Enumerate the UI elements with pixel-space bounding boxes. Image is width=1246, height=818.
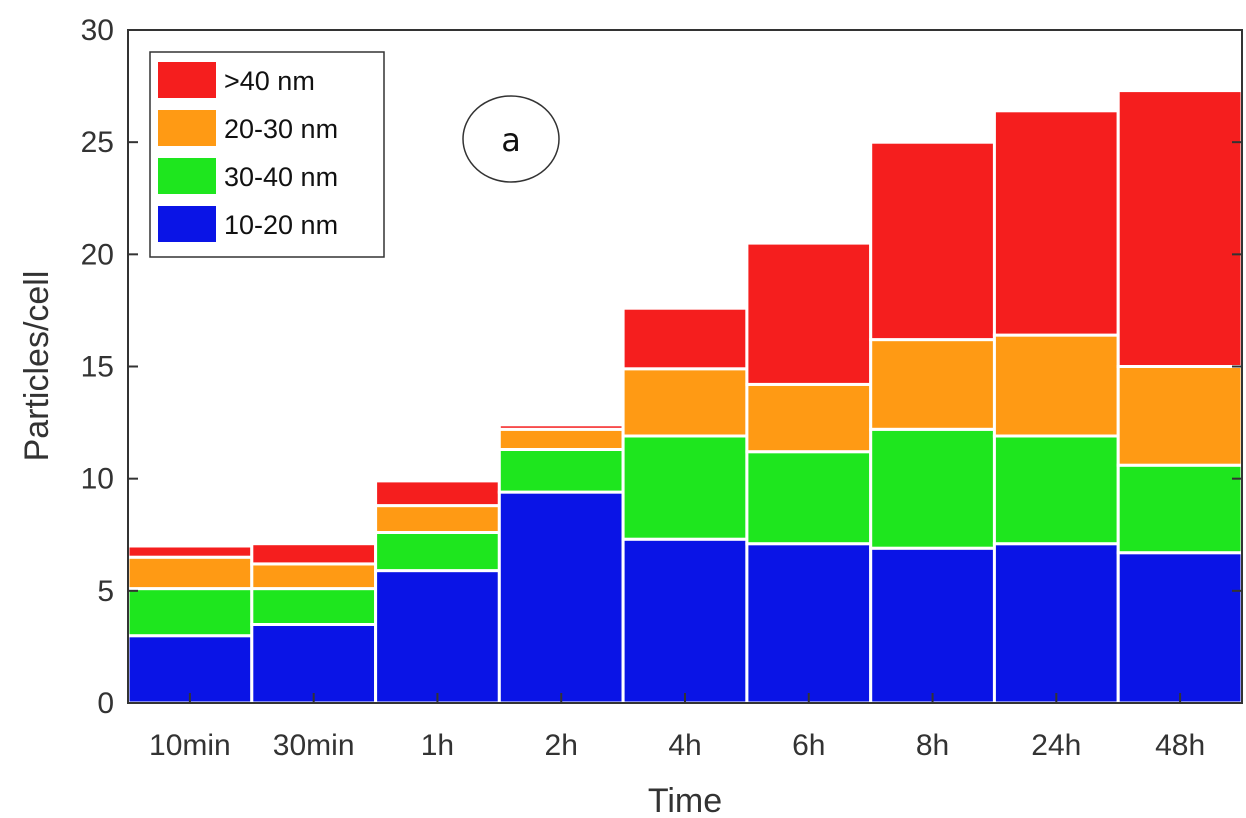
legend-swatch: [158, 206, 216, 242]
legend: >40 nm 20-30 nm 30-40 nm 10-20 nm: [149, 51, 385, 258]
y-tick-label: 20: [81, 238, 114, 271]
bars-layer: [126, 89, 1244, 705]
x-tick-label: 6h: [792, 729, 825, 762]
bar-segment-8h-3040nm: [869, 427, 997, 550]
y-axis: 0 5 10 15 20 25 30: [81, 14, 1242, 720]
bar-segment-48h-1020nm: [1116, 551, 1244, 705]
bar-segment-30min-40nm: [250, 542, 378, 566]
bar-segment-48h-40nm: [1116, 89, 1244, 368]
y-tick-label: 25: [81, 126, 114, 159]
annotation-circle: [462, 95, 560, 183]
y-tick-label: 15: [81, 351, 114, 384]
x-tick-label: 10min: [149, 729, 231, 762]
bar-segment-2h-3040nm: [497, 448, 625, 494]
bar-segment-24h-3040nm: [992, 434, 1120, 546]
bar-segment-30min-3040nm: [250, 587, 378, 626]
bar-segment-4h-40nm: [621, 306, 749, 371]
bar-segment-2h-2030nm: [497, 427, 625, 451]
legend-label: 30-40 nm: [224, 162, 338, 192]
x-axis: 10min 30min 1h 2h 4h 6h 8h 24h 48h: [149, 693, 1205, 762]
bar-segment-8h-2030nm: [869, 338, 997, 431]
legend-swatch: [158, 110, 216, 146]
bar-segment-30min-2030nm: [250, 562, 378, 591]
bar-segment-6h-2030nm: [745, 382, 873, 454]
x-tick-label: 1h: [421, 729, 454, 762]
bar-segment-6h-1020nm: [745, 542, 873, 705]
bar-segment-24h-2030nm: [992, 333, 1120, 438]
bar-segment-2h-1020nm: [497, 490, 625, 705]
bar-segment-4h-1020nm: [621, 537, 749, 705]
y-tick-label: 5: [97, 575, 114, 608]
bar-segment-30min-1020nm: [250, 623, 378, 705]
x-tick-label: 8h: [916, 729, 949, 762]
bar-segment-48h-2030nm: [1116, 365, 1244, 467]
bar-segment-6h-3040nm: [745, 450, 873, 546]
bar-segment-6h-40nm: [745, 241, 873, 386]
bar-segment-8h-1020nm: [869, 546, 997, 705]
bar-segment-24h-1020nm: [992, 542, 1120, 705]
bar-segment-1h-1020nm: [374, 569, 501, 705]
bar-segment-24h-40nm: [992, 109, 1120, 337]
bar-segment-10min-2030nm: [126, 555, 254, 591]
bar-segment-4h-2030nm: [621, 367, 749, 438]
bar-segment-48h-3040nm: [1116, 463, 1244, 555]
bar-segment-4h-3040nm: [621, 434, 749, 541]
bar-segment-10min-1020nm: [126, 634, 254, 705]
panel-annotation: a: [462, 95, 560, 183]
x-tick-label: 24h: [1031, 729, 1081, 762]
y-tick-label: 10: [81, 463, 114, 496]
legend-label: >40 nm: [224, 66, 315, 96]
bar-segment-10min-40nm: [126, 544, 254, 559]
x-tick-label: 2h: [545, 729, 578, 762]
legend-entries: >40 nm 20-30 nm 30-40 nm 10-20 nm: [158, 62, 338, 242]
legend-swatch: [158, 62, 216, 98]
legend-swatch: [158, 158, 216, 194]
x-tick-label: 4h: [668, 729, 701, 762]
legend-label: 10-20 nm: [224, 210, 338, 240]
bar-segment-8h-40nm: [869, 140, 997, 342]
x-tick-label: 30min: [273, 729, 355, 762]
y-tick-label: 0: [97, 687, 114, 720]
bar-segment-1h-2030nm: [374, 504, 501, 535]
y-axis-label: Particles/cell: [18, 271, 56, 462]
legend-label: 20-30 nm: [224, 114, 338, 144]
bar-segment-2h-40nm: [497, 423, 625, 431]
bar-segment-1h-3040nm: [374, 531, 501, 573]
bar-segment-1h-40nm: [374, 479, 501, 508]
y-tick-label: 30: [81, 14, 114, 47]
bar-segment-10min-3040nm: [126, 587, 254, 638]
x-axis-label: Time: [648, 782, 722, 818]
x-tick-label: 48h: [1155, 729, 1205, 762]
annotation-label: a: [501, 121, 521, 159]
